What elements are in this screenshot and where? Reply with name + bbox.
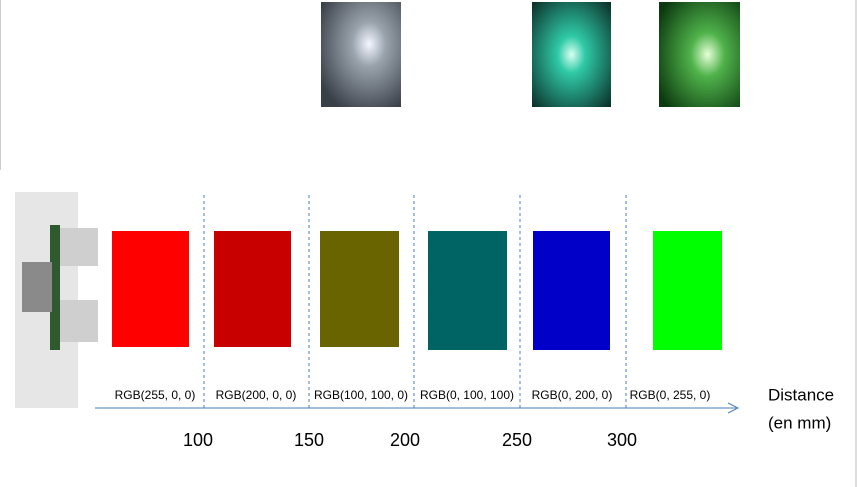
- led-photo: [321, 2, 401, 107]
- tick-label: 250: [502, 430, 532, 450]
- tick-label: 200: [390, 430, 420, 450]
- color-swatch: [533, 231, 610, 350]
- tick-label: 300: [607, 430, 637, 450]
- axis-title: (en mm): [768, 413, 831, 432]
- color-swatch: [428, 231, 507, 350]
- color-swatch: [653, 231, 722, 350]
- color-swatch: [320, 231, 399, 347]
- tick-label: 100: [183, 430, 213, 450]
- led-photo: [659, 2, 740, 107]
- rgb-label: RGB(255, 0, 0): [115, 388, 196, 402]
- led-photo: [532, 2, 611, 107]
- rgb-label: RGB(100, 100, 0): [314, 388, 408, 402]
- sensor-image: [15, 192, 98, 408]
- rgb-label: RGB(0, 100, 100): [420, 388, 514, 402]
- rgb-label: RGB(0, 255, 0): [630, 388, 711, 402]
- rgb-label: RGB(0, 200, 0): [532, 388, 613, 402]
- color-swatch: [214, 231, 291, 347]
- color-swatch: [112, 231, 189, 347]
- tick-label: 150: [294, 430, 324, 450]
- rgb-label: RGB(200, 0, 0): [216, 388, 297, 402]
- axis-arrow: [727, 402, 740, 414]
- axis-title: Distance: [768, 385, 834, 404]
